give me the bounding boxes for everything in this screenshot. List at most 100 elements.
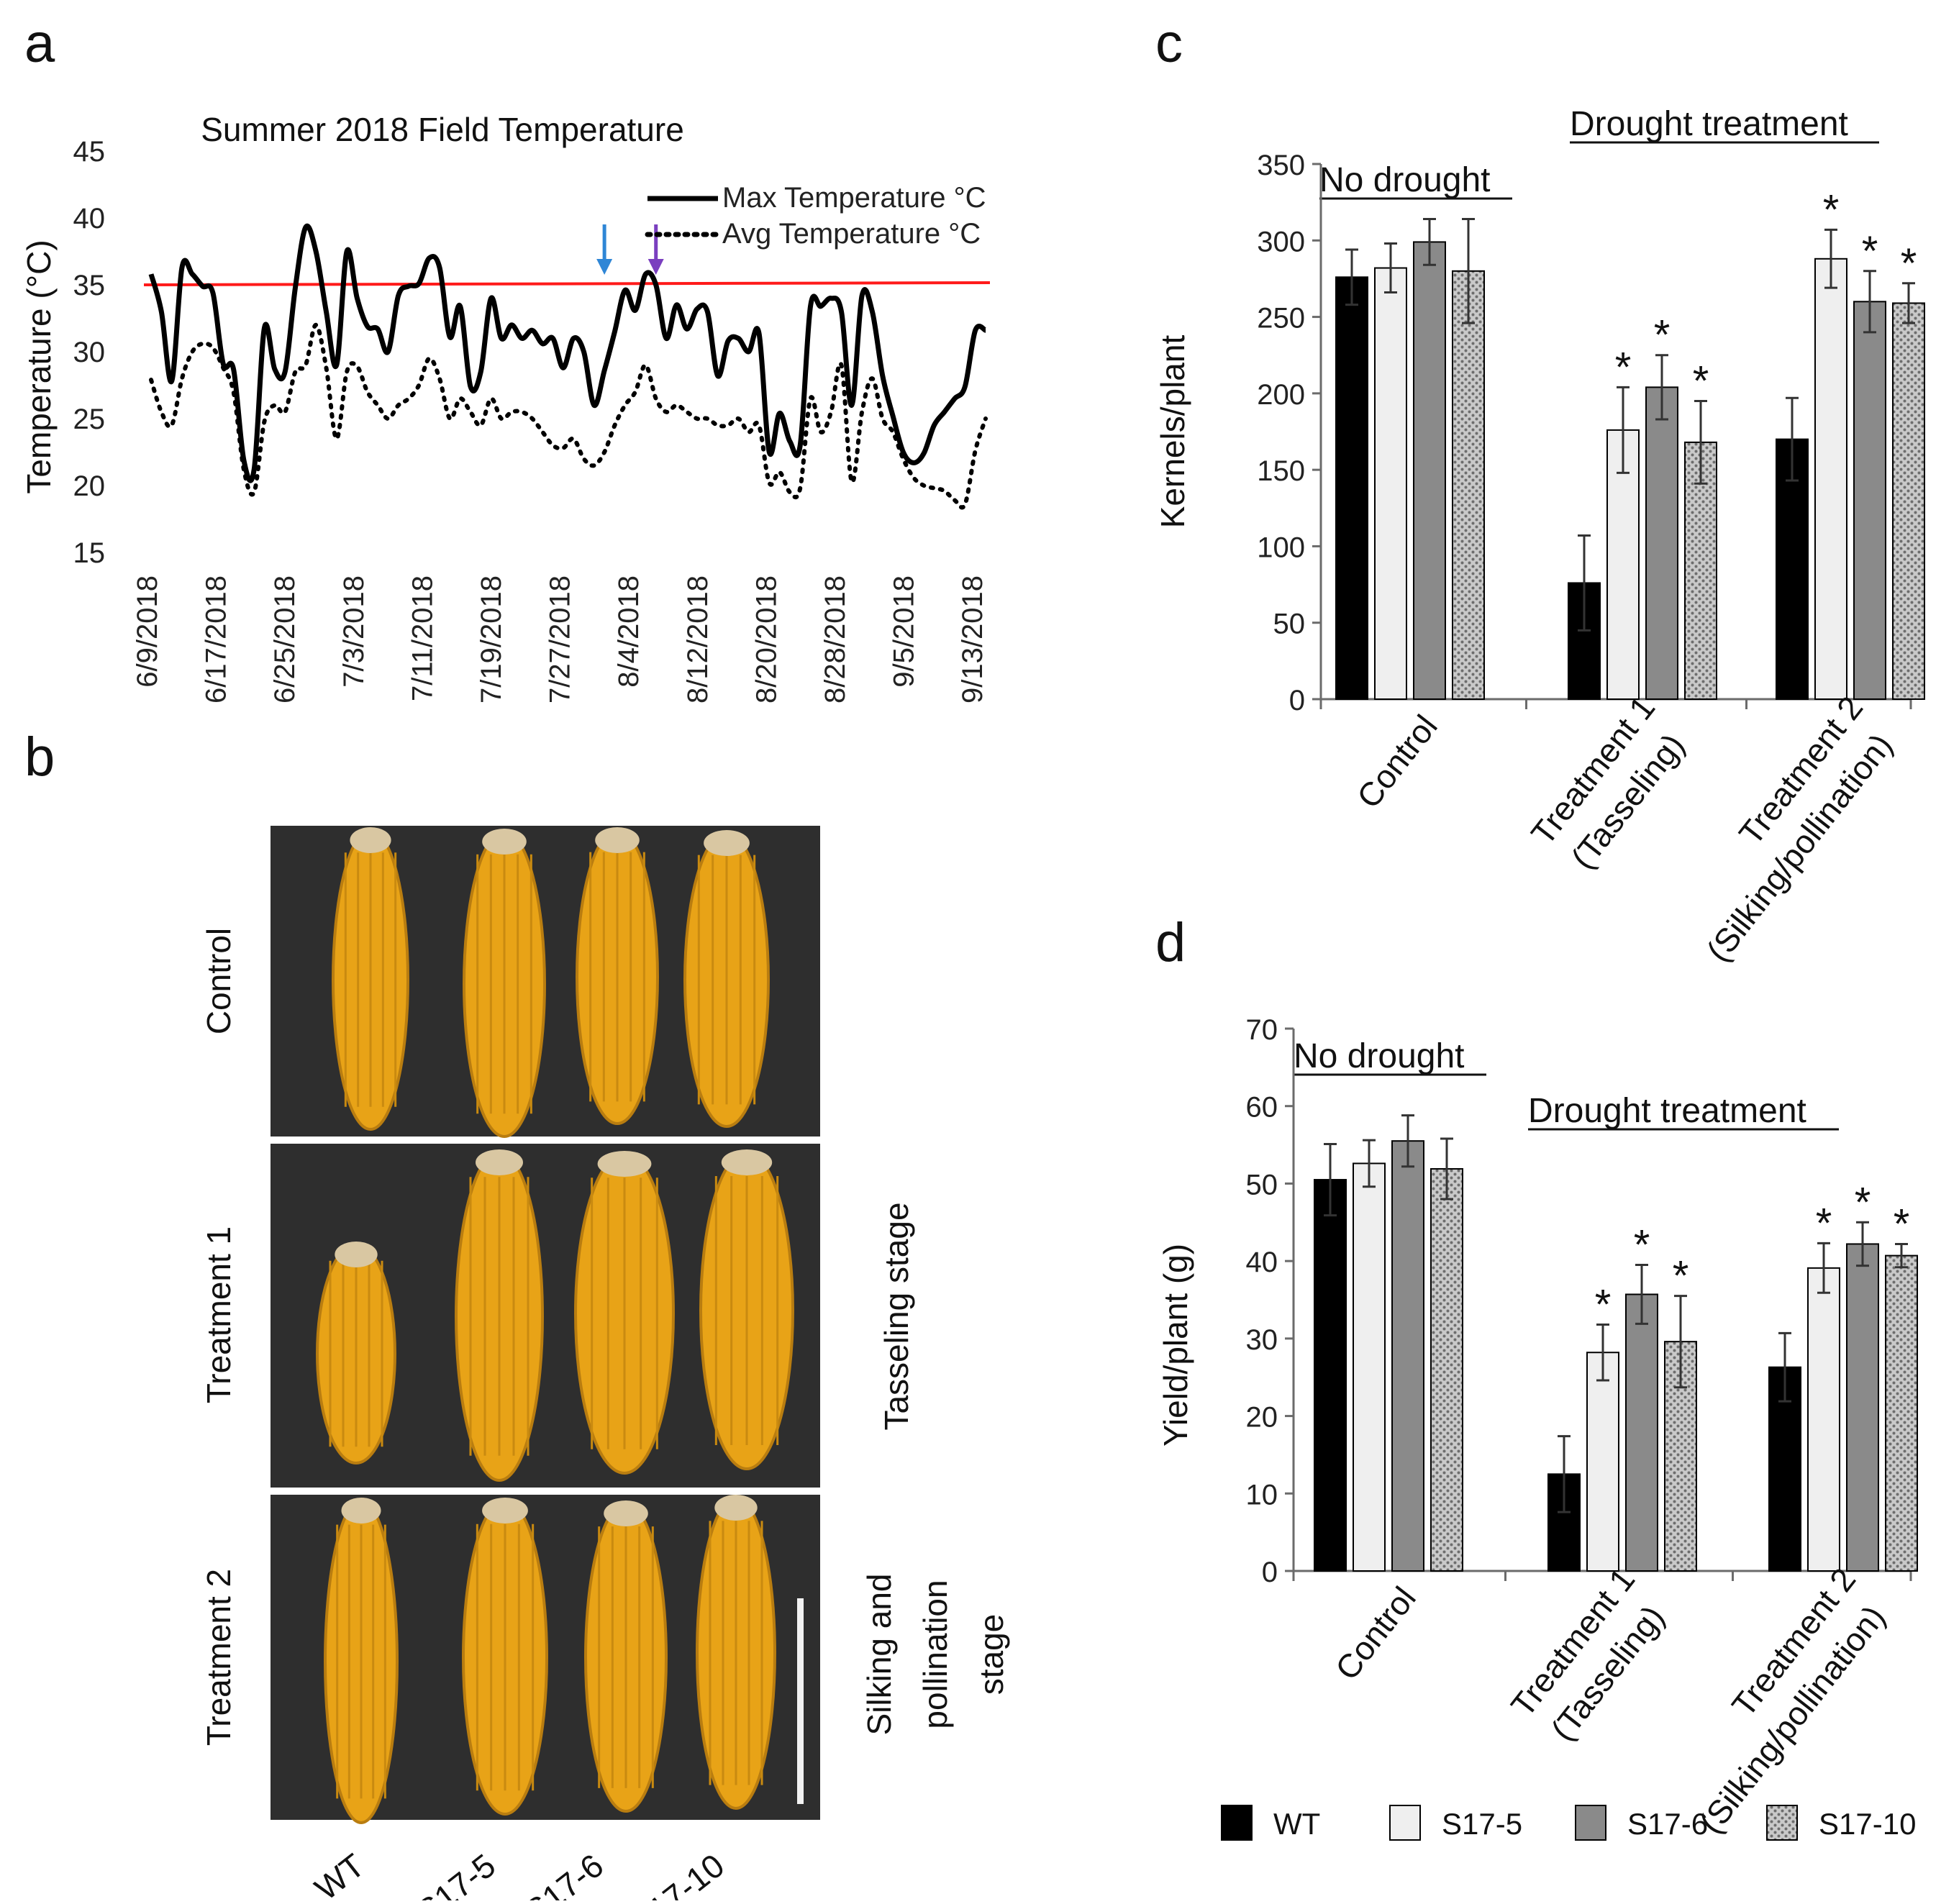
category-label-control: Control [1328, 1580, 1423, 1687]
y-tick-label: 200 [1257, 379, 1305, 411]
corn-ear-tip [350, 827, 391, 853]
y-tick-label: 40 [1246, 1247, 1278, 1278]
row-label-treatment-2: Treatment 2 [200, 1569, 237, 1746]
y-tick-label: 30 [73, 337, 106, 368]
significance-star: * [1901, 240, 1917, 287]
chart-a-title: Summer 2018 Field Temperature [201, 111, 684, 148]
y-tick-label: 35 [73, 270, 106, 301]
bar-s17-6-control [1391, 1140, 1424, 1572]
panel-a-temperature-chart: Summer 2018 Field Temperature Temperatur… [20, 111, 991, 703]
legend-swatch-s17-6 [1575, 1805, 1606, 1841]
corn-ear-tip [595, 827, 640, 853]
corn-ear-tip [704, 830, 750, 856]
x-tick-label: 6/9/2018 [132, 575, 163, 688]
panel-letter-a: a [24, 13, 55, 74]
threshold-line-35c [143, 281, 991, 286]
bar-wt-control [1335, 276, 1368, 700]
legend-swatch-s17-10 [1766, 1805, 1798, 1841]
y-tick-label: 100 [1257, 532, 1305, 563]
bar-s17-10-treatment-2 [1885, 1254, 1918, 1572]
y-tick-label: 10 [1246, 1479, 1278, 1511]
bar-s17-5-treatment-1 [1606, 429, 1640, 700]
chart-c-ylabel: Kernels/plant [1154, 335, 1191, 529]
chart-c-no-drought-note: No drought [1319, 161, 1491, 199]
row-label-control: Control [200, 928, 237, 1034]
stage-label-line-3: stage [973, 1614, 1010, 1695]
legend-swatch-wt [1221, 1805, 1253, 1841]
legend-label-wt: WT [1273, 1807, 1320, 1841]
panel-d-yield-chart: Yield/plant (g) No drought Drought treat… [1157, 1014, 1918, 1840]
significance-star: * [1634, 1222, 1650, 1269]
y-tick-label: 250 [1257, 303, 1305, 334]
legend-max-label: Max Temperature °C [722, 182, 986, 214]
bar-wt-treatment-2 [1776, 438, 1809, 701]
y-tick-label: 40 [73, 203, 106, 234]
significance-star: * [1673, 1253, 1689, 1300]
significance-star: * [1654, 312, 1671, 359]
y-tick-label: 30 [1246, 1324, 1278, 1356]
y-tick-label: 150 [1257, 455, 1305, 487]
bar-s17-10-control [1452, 270, 1485, 700]
genotype-legend: WT S17-5 S17-6 S17-10 [1221, 1805, 1916, 1841]
x-tick-label: 8/12/2018 [682, 575, 714, 703]
genotype-label-wt: WT [308, 1846, 371, 1900]
x-tick-label: 9/13/2018 [957, 575, 988, 703]
corn-ear-tip [597, 1151, 652, 1177]
significance-star: * [1816, 1200, 1832, 1247]
bar-s17-10-treatment-2 [1892, 302, 1925, 700]
corn-ear-tip [714, 1495, 758, 1521]
y-tick-label: 20 [73, 470, 106, 502]
x-tick-label: 9/5/2018 [888, 575, 920, 688]
bar-s17-6-treatment-1 [1625, 1293, 1658, 1572]
significance-star: * [1855, 1179, 1871, 1226]
x-tick-label: 6/17/2018 [201, 575, 232, 703]
bar-s17-6-treatment-1 [1645, 386, 1678, 701]
panel-c-kernels-chart: Kernels/plant No drought Drought treatme… [1154, 105, 1925, 968]
corn-ear-tip [335, 1242, 378, 1267]
bar-s17-6-treatment-2 [1853, 301, 1886, 701]
y-tick-label: 0 [1289, 685, 1305, 716]
bar-s17-6-control [1413, 241, 1446, 700]
x-tick-label: 7/3/2018 [338, 575, 370, 688]
chart-c-drought-note: Drought treatment [1570, 105, 1848, 143]
legend-label-s17-5: S17-5 [1442, 1807, 1522, 1841]
x-tick-label: 7/27/2018 [545, 575, 576, 703]
genotype-label-s17-5: S17-5 [409, 1846, 502, 1900]
y-tick-label: 50 [1246, 1169, 1278, 1201]
bar-s17-10-treatment-1 [1664, 1341, 1697, 1572]
significance-star: * [1823, 186, 1840, 233]
legend-label-s17-6: S17-6 [1627, 1807, 1708, 1841]
bar-s17-5-treatment-2 [1807, 1267, 1840, 1572]
y-tick-label: 50 [1273, 609, 1306, 640]
scale-bar [797, 1598, 804, 1804]
x-tick-label: 8/20/2018 [750, 575, 782, 703]
stage-label-line-1: Silking and [860, 1573, 898, 1735]
corn-ear-tip [721, 1149, 773, 1175]
corn-ear-tip [604, 1500, 648, 1526]
genotype-label-s17-6: S17-6 [517, 1846, 610, 1900]
panel-letter-b: b [24, 726, 55, 788]
y-tick-label: 20 [1246, 1402, 1278, 1434]
x-tick-label: 6/25/2018 [269, 575, 301, 703]
bar-s17-10-control [1430, 1167, 1463, 1572]
x-tick-label: 7/19/2018 [476, 575, 507, 703]
y-tick-label: 300 [1257, 226, 1305, 258]
bar-s17-5-treatment-1 [1586, 1352, 1619, 1572]
significance-star: * [1862, 228, 1878, 275]
y-tick-label: 350 [1257, 150, 1305, 181]
x-tick-label: 8/4/2018 [613, 575, 645, 688]
corn-ear-tip [476, 1149, 523, 1175]
x-tick-label: 8/28/2018 [819, 575, 851, 703]
y-tick-label: 0 [1262, 1557, 1278, 1588]
x-tick-label: 7/11/2018 [406, 575, 438, 701]
chart-d-ylabel: Yield/plant (g) [1157, 1244, 1194, 1447]
bar-s17-5-control [1374, 267, 1407, 700]
significance-star: * [1615, 344, 1632, 391]
bar-s17-5-control [1353, 1162, 1386, 1572]
corn-ear-tip [341, 1498, 381, 1523]
panel-b-corn-photo: Control Treatment 1 Treatment 2 Tasselin… [200, 826, 1010, 1904]
stage-arrow-head [647, 259, 664, 275]
panel-letter-c: c [1155, 13, 1183, 74]
stage-label-line-2: pollination [917, 1580, 954, 1728]
